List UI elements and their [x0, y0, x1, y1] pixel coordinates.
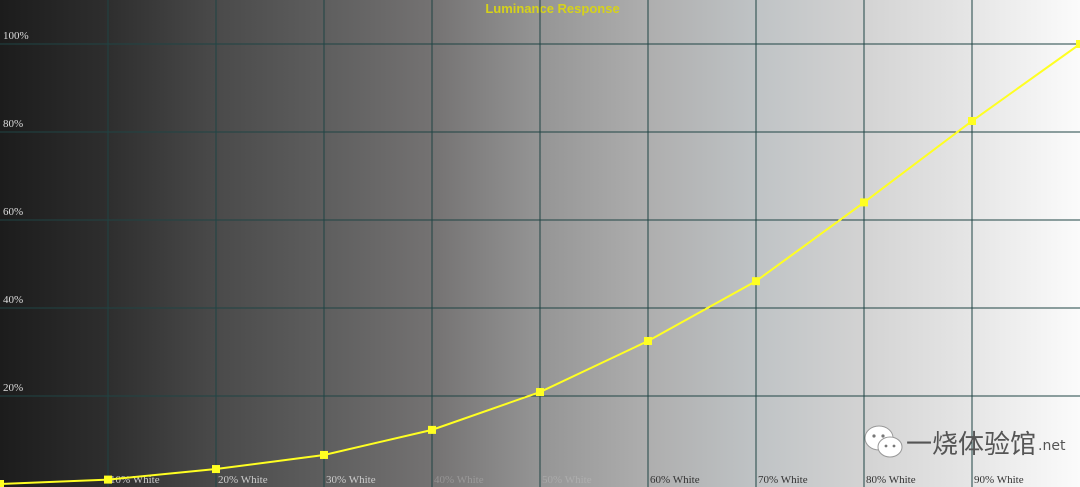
watermark-text: 一烧体验馆 — [906, 429, 1037, 460]
y-tick-label: 80% — [3, 118, 23, 130]
data-point — [752, 277, 760, 286]
data-point — [104, 475, 112, 484]
y-tick-label: 100% — [3, 30, 29, 42]
y-tick-label: 40% — [3, 294, 23, 306]
x-tick-label: 80% White — [866, 474, 916, 486]
data-point — [0, 480, 4, 487]
data-point — [428, 425, 436, 434]
chart-title: Luminance Response — [485, 1, 620, 16]
data-point — [644, 337, 652, 345]
x-tick-label: 20% White — [218, 474, 268, 486]
x-tick-label: 70% White — [758, 474, 808, 486]
data-point — [212, 465, 220, 474]
data-point — [536, 388, 544, 397]
x-tick-label: 10% White — [110, 474, 160, 486]
x-tick-label: 40% White — [434, 474, 484, 486]
wechat-icon — [864, 425, 903, 458]
x-tick-label: 50% White — [542, 474, 592, 486]
x-tick-label: 30% White — [326, 474, 376, 486]
data-point — [968, 117, 976, 125]
x-tick-label: 90% White — [974, 474, 1024, 486]
data-point — [320, 450, 328, 459]
watermark: 一烧体验馆 .net — [862, 422, 1065, 462]
y-tick-label: 20% — [3, 382, 23, 394]
data-point — [860, 198, 868, 207]
data-point — [1076, 40, 1080, 48]
watermark-suffix: .net — [1038, 438, 1066, 454]
y-tick-label: 60% — [3, 206, 23, 218]
x-tick-label: 60% White — [650, 474, 700, 486]
